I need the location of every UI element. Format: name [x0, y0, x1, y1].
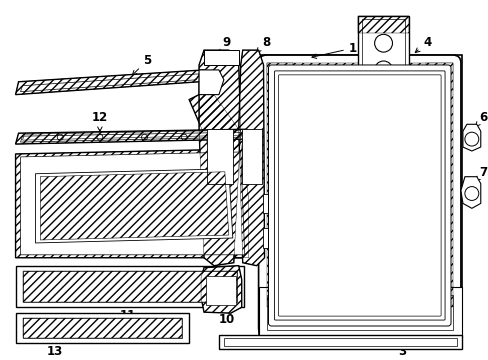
- Text: 10: 10: [218, 306, 235, 325]
- Bar: [22, 318, 182, 338]
- FancyBboxPatch shape: [274, 71, 444, 320]
- Bar: [241, 129, 261, 184]
- Polygon shape: [20, 152, 244, 255]
- FancyBboxPatch shape: [258, 55, 460, 336]
- Polygon shape: [199, 70, 224, 95]
- Polygon shape: [266, 63, 452, 90]
- Bar: [258, 55, 461, 337]
- Polygon shape: [16, 149, 248, 258]
- Polygon shape: [201, 266, 241, 313]
- Text: 8: 8: [256, 36, 270, 52]
- Polygon shape: [238, 50, 264, 266]
- Polygon shape: [16, 70, 203, 95]
- Bar: [361, 19, 405, 105]
- Text: 12: 12: [92, 111, 108, 131]
- Polygon shape: [365, 109, 401, 127]
- Bar: [262, 194, 274, 213]
- Text: 7: 7: [474, 166, 487, 181]
- FancyBboxPatch shape: [278, 75, 440, 316]
- Bar: [266, 295, 452, 330]
- Bar: [357, 15, 408, 109]
- Bar: [219, 335, 461, 349]
- Bar: [206, 129, 232, 184]
- Text: 9: 9: [219, 36, 230, 54]
- Polygon shape: [16, 129, 246, 144]
- Text: 11: 11: [119, 279, 136, 321]
- Polygon shape: [189, 95, 248, 258]
- Text: 3: 3: [371, 342, 406, 358]
- Polygon shape: [462, 124, 480, 151]
- Polygon shape: [426, 63, 452, 328]
- Text: 2: 2: [331, 259, 369, 281]
- Bar: [22, 271, 236, 302]
- FancyBboxPatch shape: [268, 65, 450, 326]
- Bar: [258, 287, 461, 337]
- Text: 1: 1: [311, 42, 356, 58]
- Bar: [205, 275, 235, 305]
- Text: 4: 4: [414, 36, 430, 53]
- Polygon shape: [266, 63, 293, 328]
- Text: 6: 6: [474, 111, 487, 127]
- Bar: [16, 313, 189, 343]
- Bar: [16, 266, 243, 307]
- Bar: [22, 271, 236, 302]
- Polygon shape: [199, 50, 240, 266]
- Bar: [203, 50, 238, 65]
- Bar: [262, 228, 274, 248]
- Polygon shape: [35, 169, 232, 243]
- Polygon shape: [460, 177, 480, 208]
- Bar: [224, 338, 456, 346]
- Text: 13: 13: [47, 331, 63, 358]
- Text: 5: 5: [132, 54, 151, 75]
- Bar: [22, 318, 182, 338]
